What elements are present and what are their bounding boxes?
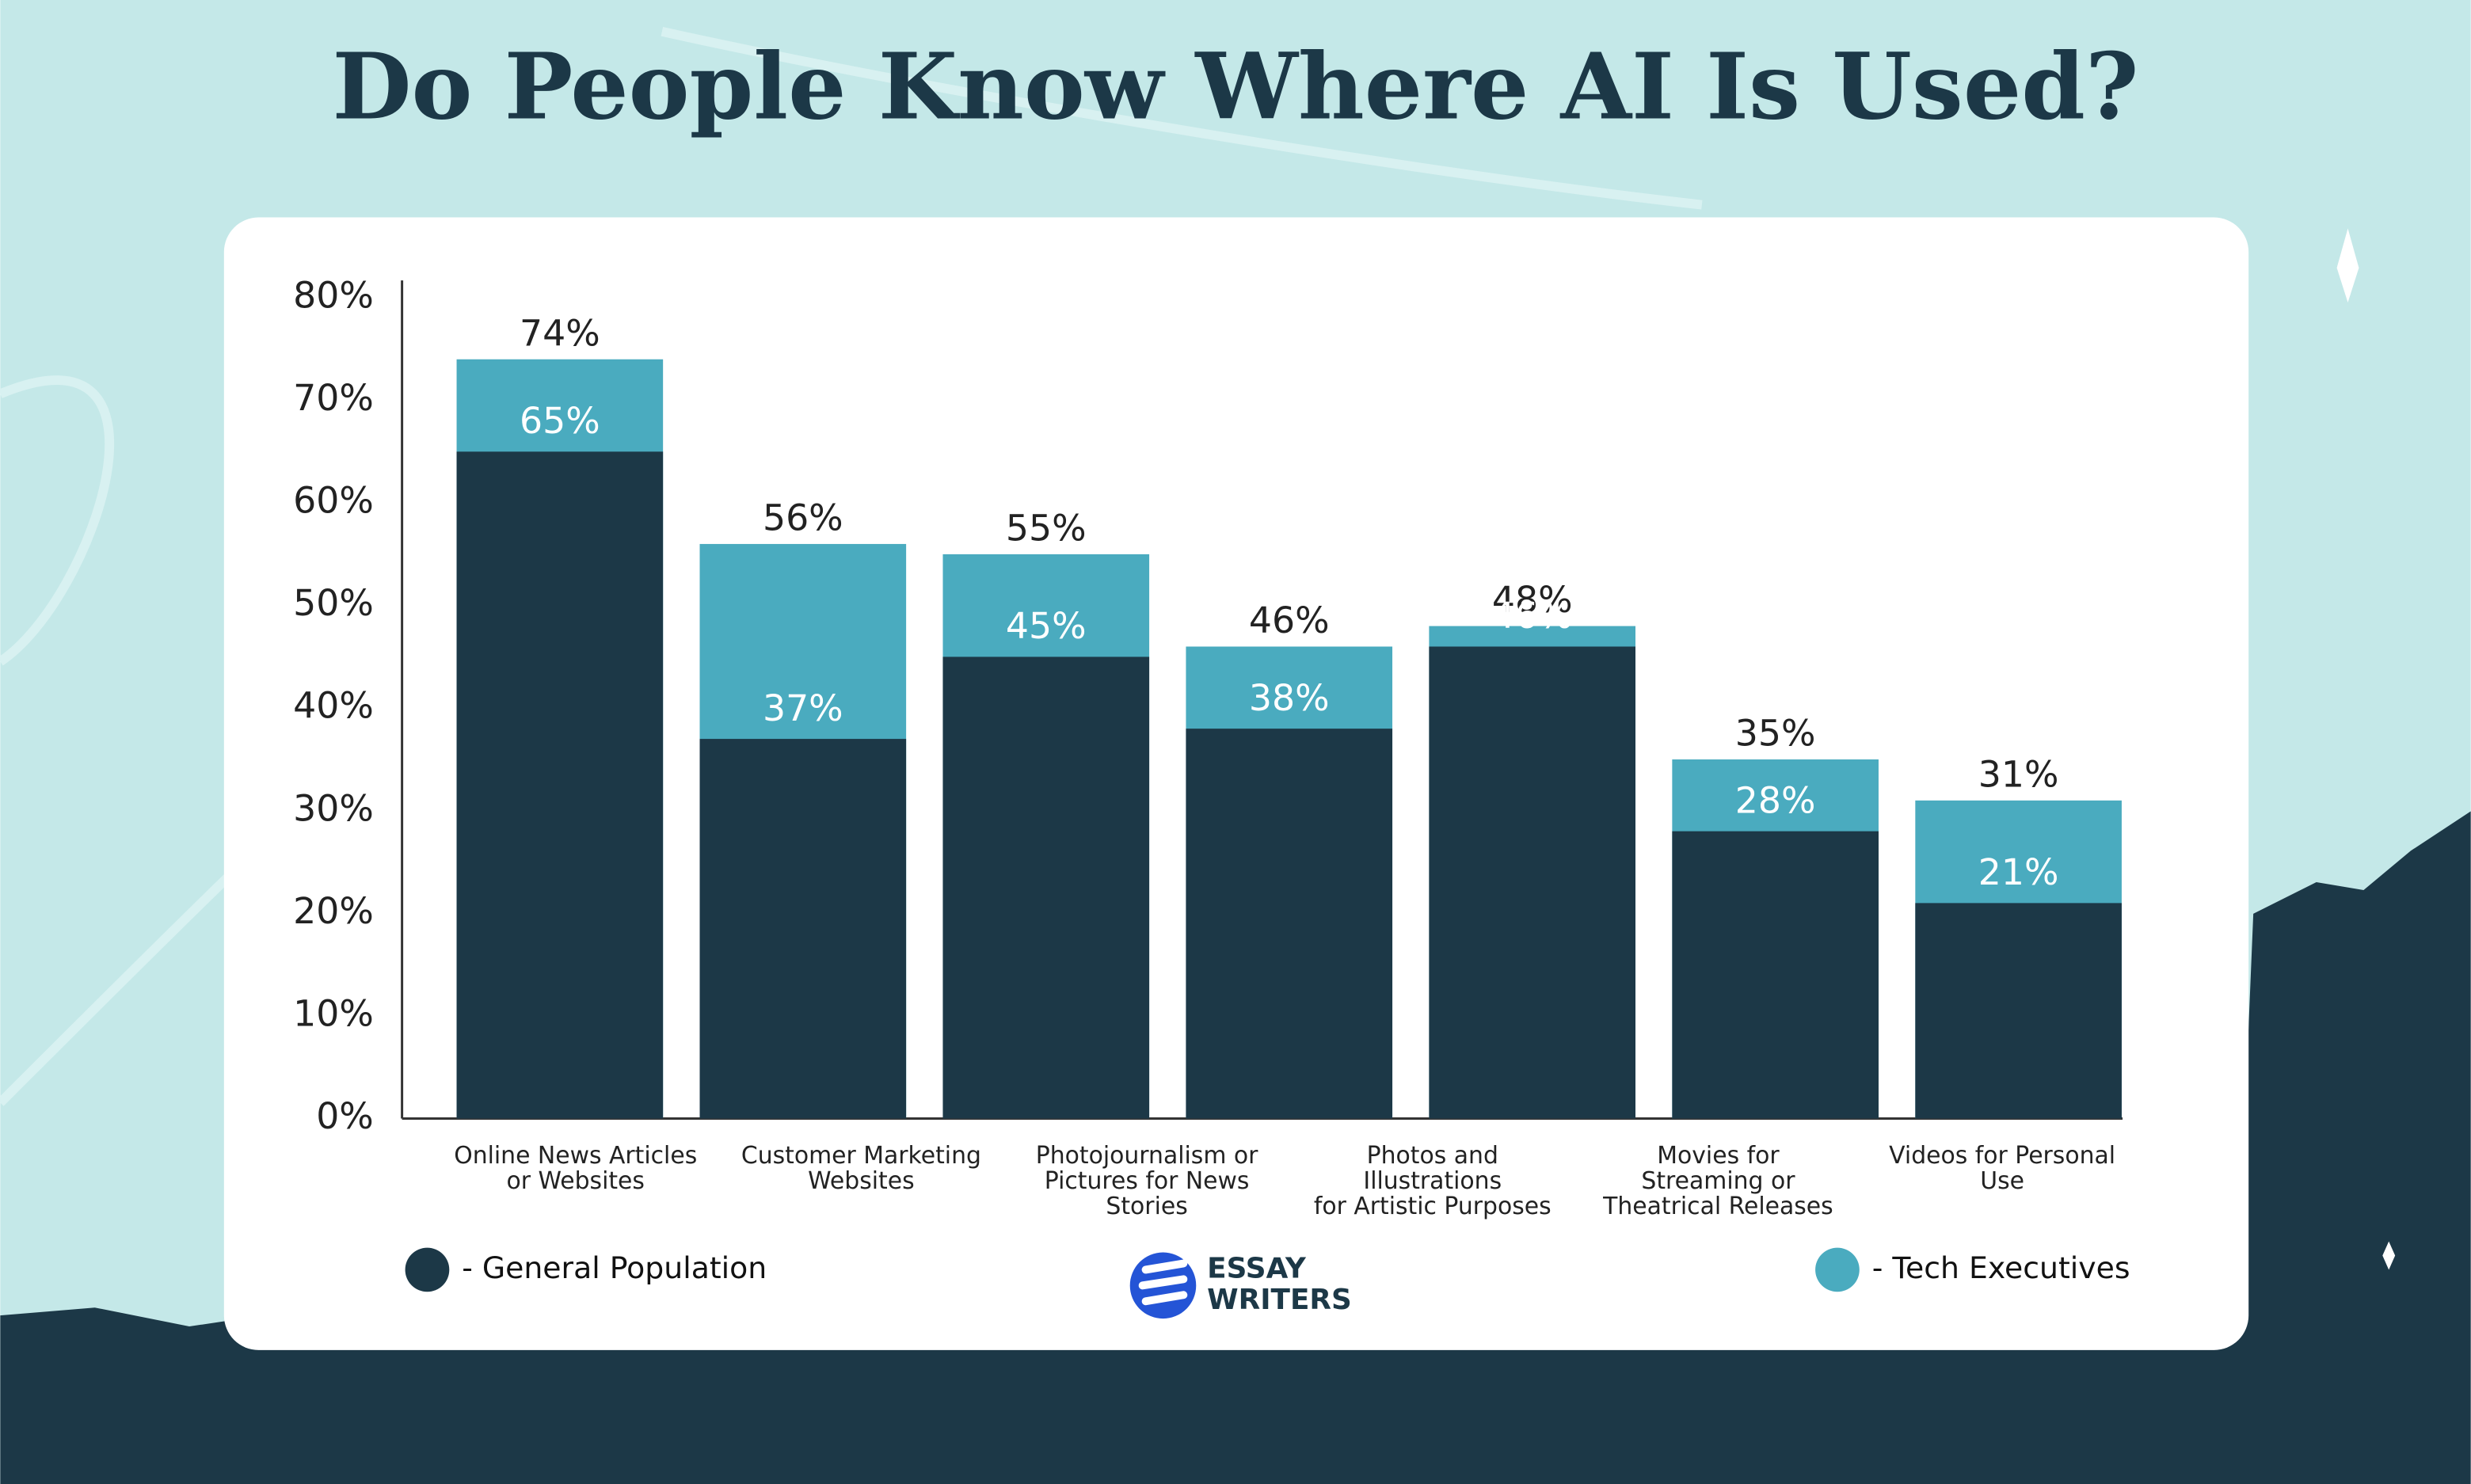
x-tick-label-line: Online News Articles <box>454 1142 697 1170</box>
value-label: 65% <box>520 400 600 442</box>
value-label: 56% <box>763 497 843 539</box>
y-tick-label: 80% <box>293 274 374 316</box>
y-tick-label: 30% <box>293 787 374 829</box>
sparkle <box>2336 228 2359 303</box>
legend-label: - General Population <box>462 1250 767 1285</box>
x-tick-label-line: Photos and <box>1367 1142 1498 1170</box>
chart-title: Do People Know Where AI Is Used? <box>332 33 2138 140</box>
x-tick-label: Online News Articles or Websites <box>454 1142 697 1195</box>
x-tick-label-line: Customer Marketing <box>741 1142 981 1170</box>
value-label: 46% <box>1492 595 1573 637</box>
y-tick-label: 50% <box>293 582 374 624</box>
y-tick-label: 70% <box>293 377 374 419</box>
y-tick-label: 20% <box>293 890 374 932</box>
bar <box>1429 646 1636 1119</box>
logo-icon-stripes <box>1138 1259 1188 1306</box>
bar <box>699 739 907 1119</box>
x-tick-label-line: Photojournalism or <box>1036 1142 1258 1170</box>
bar <box>1915 903 2122 1119</box>
bar <box>456 451 664 1119</box>
bar <box>942 656 1150 1119</box>
legend-marker <box>1815 1247 1860 1292</box>
x-tick-label-line: Websites <box>808 1167 914 1195</box>
bar <box>1672 831 1879 1119</box>
x-tick-label-line: Videos for Personal <box>1889 1142 2115 1170</box>
bar <box>1186 729 1393 1119</box>
value-label: 31% <box>1978 753 2059 795</box>
value-label: 38% <box>1249 677 1330 719</box>
sparkle <box>2382 1241 2396 1270</box>
value-label: 74% <box>520 312 600 354</box>
x-tick-label-line: Stories <box>1106 1192 1187 1220</box>
value-label: 45% <box>1006 605 1087 647</box>
x-tick-label-line: Pictures for News <box>1045 1167 1250 1195</box>
x-tick-label: Photojournalism or Pictures for News Stori… <box>1036 1142 1258 1220</box>
value-label: 35% <box>1735 713 1816 755</box>
x-tick-label-line: or Websites <box>507 1167 645 1195</box>
legend-label: - Tech Executives <box>1872 1250 2130 1285</box>
value-label: 48% <box>1492 579 1573 621</box>
x-tick-label-line: Theatrical Releases <box>1602 1192 1833 1220</box>
x-tick-label: Customer Marketing Websites <box>741 1142 981 1195</box>
logo-text: WRITERS <box>1207 1284 1352 1316</box>
value-label: 55% <box>1006 508 1087 550</box>
x-tick-label-line: Movies for <box>1657 1142 1780 1170</box>
x-tick-label-line: Illustrations <box>1363 1167 1502 1195</box>
legend-marker <box>405 1247 450 1292</box>
value-label: 21% <box>1978 851 2059 893</box>
y-tick-label: 40% <box>293 685 374 727</box>
x-tick-label-line: Streaming or <box>1641 1167 1795 1195</box>
y-tick-label: 0% <box>316 1095 374 1137</box>
y-tick-label: 60% <box>293 480 374 522</box>
x-tick-label: Photos and Illustrations for Artistic Purp… <box>1314 1142 1552 1220</box>
value-label: 28% <box>1735 779 1816 821</box>
value-label: 37% <box>763 687 843 729</box>
y-tick-label: 10% <box>293 992 374 1034</box>
logo-text: ESSAY <box>1207 1252 1307 1284</box>
x-tick-label-line: for Artistic Purposes <box>1314 1192 1552 1220</box>
x-tick-label: Movies for Streaming or Theatrical Release… <box>1602 1142 1833 1220</box>
value-label: 46% <box>1249 599 1330 641</box>
x-tick-label: Videos for Personal Use <box>1889 1142 2115 1195</box>
x-tick-label-line: Use <box>1980 1167 2024 1195</box>
